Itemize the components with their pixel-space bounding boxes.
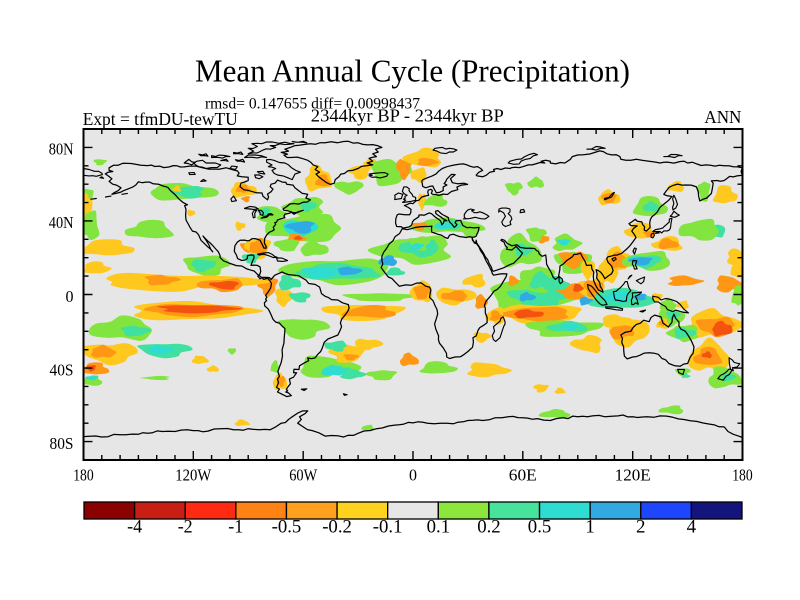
svg-text:-0.1: -0.1 [373,517,403,538]
svg-text:ANN: ANN [704,107,741,127]
svg-text:Mean Annual Cycle (Precipitati: Mean Annual Cycle (Precipitation) [195,53,630,89]
svg-text:0.2: 0.2 [477,517,501,538]
svg-text:0.1: 0.1 [427,517,451,538]
svg-text:-1: -1 [228,517,243,538]
svg-text:180: 180 [73,466,94,485]
svg-text:40S: 40S [50,360,74,379]
svg-text:120E: 120E [615,466,651,485]
svg-text:Expt = tfmDU-tewTU: Expt = tfmDU-tewTU [83,109,238,129]
svg-text:4: 4 [687,517,697,538]
svg-text:-0.5: -0.5 [272,517,302,538]
svg-text:180: 180 [732,466,753,485]
svg-text:60W: 60W [289,466,317,485]
svg-text:80S: 80S [50,434,74,453]
svg-text:0.5: 0.5 [528,517,552,538]
svg-text:120W: 120W [175,466,211,485]
svg-text:-0.2: -0.2 [322,517,352,538]
svg-text:0: 0 [66,287,74,306]
svg-text:2: 2 [636,517,646,538]
svg-text:-2: -2 [178,517,193,538]
svg-text:80N: 80N [49,140,74,159]
svg-text:2344kyr BP - 2344kyr BP: 2344kyr BP - 2344kyr BP [311,106,504,126]
svg-text:rmsd= 0.147655 diff= 0.0099843: rmsd= 0.147655 diff= 0.00998437 [205,96,420,113]
svg-text:60E: 60E [509,466,537,485]
svg-text:0: 0 [409,466,417,485]
svg-text:40N: 40N [49,213,74,232]
svg-text:1: 1 [585,517,595,538]
svg-text:-4: -4 [127,517,142,538]
